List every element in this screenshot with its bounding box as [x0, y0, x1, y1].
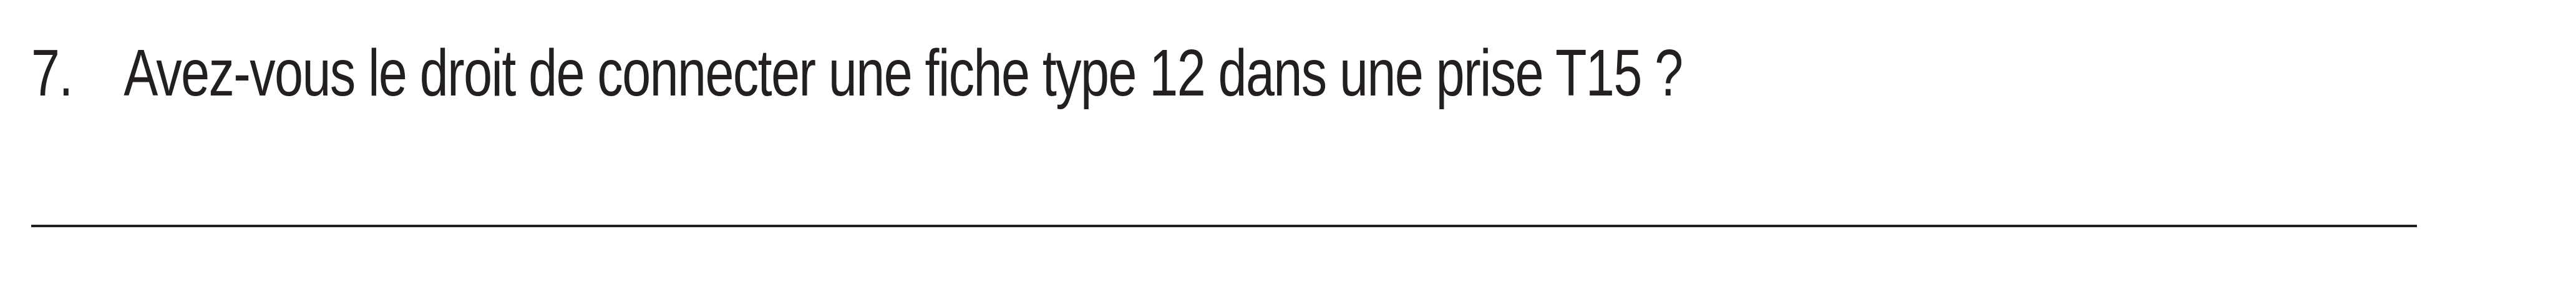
question-row: 7. Avez-vous le droit de connecter une f… [31, 32, 1683, 114]
answer-line[interactable] [31, 225, 2417, 227]
question-number: 7. [31, 36, 73, 110]
question-text: Avez-vous le droit de connecter une fich… [124, 36, 1683, 110]
